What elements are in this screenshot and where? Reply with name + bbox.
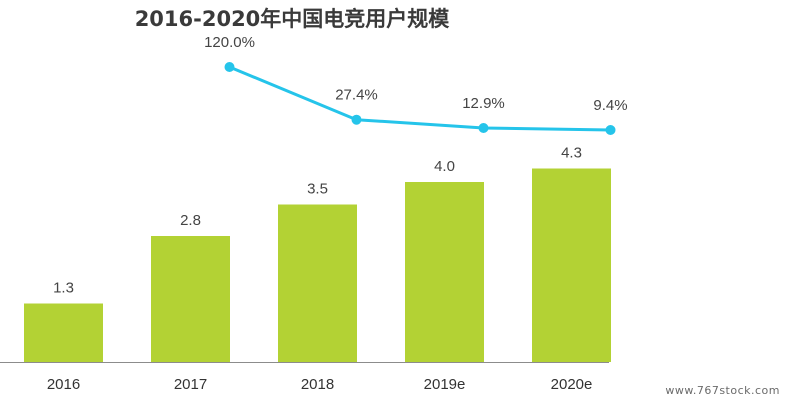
bar [405,182,484,362]
growth-rate-label: 12.9% [462,95,505,112]
growth-rate-point [605,125,616,135]
growth-rate-label: 120.0% [204,34,255,51]
growth-rate-point [351,114,362,125]
growth-rate-point [224,62,235,72]
chart-title: 2016-2020年中国电竞用户规模 [134,7,450,31]
bar [532,168,611,362]
x-tick-label: 2017 [174,376,207,393]
growth-rate-label: 9.4% [593,97,627,114]
bar [24,303,103,362]
bar-value-label: 3.5 [307,181,328,198]
x-tick-label: 2016 [47,376,80,393]
bar-value-label: 4.3 [561,145,582,162]
growth-rate-label: 27.4% [335,87,378,104]
x-tick-label: 2019e [424,376,466,393]
x-tick-label: 2020e [551,376,593,393]
bar [278,204,357,362]
watermark: www.767stock.com [665,384,780,397]
x-tick-label: 2018 [301,376,334,393]
bar-value-label: 2.8 [180,212,201,229]
growth-rate-point [478,123,489,133]
bar-value-label: 1.3 [53,280,74,297]
growth-rate-line [228,65,611,132]
bar-value-label: 4.0 [434,158,455,175]
bar [151,236,230,362]
